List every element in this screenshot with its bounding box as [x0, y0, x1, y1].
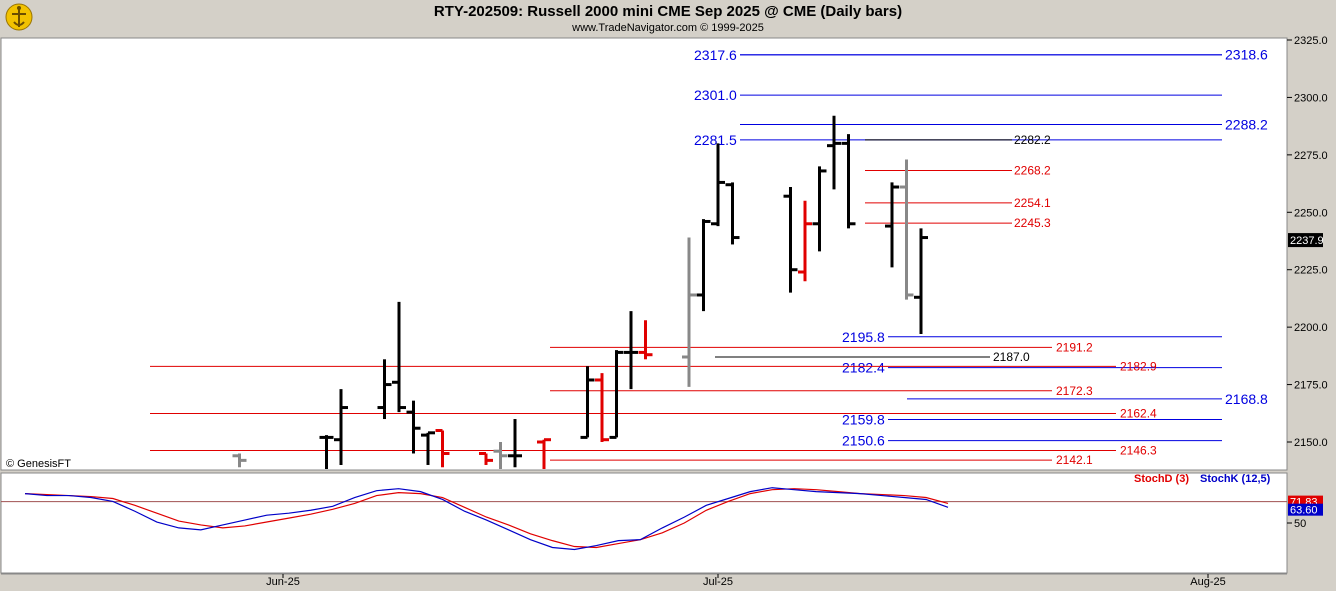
ohlc-bar-2025-06-27	[638, 320, 653, 360]
price-tick-label: 2200.0	[1294, 322, 1328, 334]
chart-subtitle: www.TradeNavigator.com © 1999-2025	[572, 22, 764, 34]
ohlc-bar-2025-06-30	[682, 237, 696, 387]
ohlc-bar-2025-06-05	[319, 435, 334, 469]
level-label-2301.0: 2301.0	[694, 87, 737, 103]
ohlc-bar-2025-06-06	[334, 389, 348, 465]
level-label-2187.0: 2187.0	[993, 350, 1030, 364]
chart-header: RTY-202509: Russell 2000 mini CME Sep 20…	[0, 0, 1336, 38]
support-resistance-levels: 2317.6 2318.6 2301.0 2288.2 2281.5 2282.2 2268…	[150, 47, 1268, 467]
ohlc-bar-2025-06-12	[421, 431, 435, 465]
ohlc-bar-2025-07-10	[827, 115, 841, 190]
level-label-2282.2: 2282.2	[1014, 133, 1051, 147]
ohlc-bar-2025-07-02	[711, 143, 725, 227]
stochd-line	[24, 488, 949, 549]
ohlc-bars	[232, 115, 928, 469]
level-label-2318.6: 2318.6	[1225, 47, 1268, 63]
ohlc-bar-2025-06-26	[624, 311, 638, 390]
last-price-box	[1288, 233, 1323, 248]
ohlc-bar-2025-06-16	[479, 451, 493, 465]
price-tick-label: 2175.0	[1294, 380, 1328, 392]
ohlc-bar-2025-06-20	[537, 438, 551, 469]
time-tick-label: Jul-25	[703, 576, 733, 588]
level-label-2172.3: 2172.3	[1056, 384, 1093, 398]
time-axis: Jun-25 Jul-25 Aug-25	[266, 574, 1226, 588]
ohlc-bar-2025-07-08	[798, 200, 812, 282]
level-label-2182.9: 2182.9	[1120, 359, 1157, 373]
ohlc-bar-2025-06-09	[377, 359, 392, 420]
ohlc-bar-2025-07-16	[914, 228, 928, 335]
level-label-2268.2: 2268.2	[1014, 163, 1051, 177]
ohlc-bar-2025-07-14	[885, 182, 899, 268]
ohlc-bar-2025-06-10	[392, 301, 406, 413]
level-label-2245.3: 2245.3	[1014, 216, 1051, 230]
level-label-2254.1: 2254.1	[1014, 196, 1051, 210]
level-label-2182.4: 2182.4	[842, 360, 885, 376]
ohlc-bar-2025-07-09	[812, 166, 827, 252]
time-tick-label: Jun-25	[266, 576, 300, 588]
ohlc-bar-2025-07-07	[783, 187, 798, 293]
level-label-2146.3: 2146.3	[1120, 443, 1157, 457]
price-tick-label: 2225.0	[1294, 265, 1328, 277]
price-panel	[0, 37, 1288, 471]
level-label-2191.2: 2191.2	[1056, 340, 1093, 354]
time-tick-label: Aug-25	[1190, 576, 1225, 588]
price-tick-label: 2325.0	[1294, 35, 1328, 47]
price-axis: 2325.0 2300.0 2275.0 2250.0 2225.0 2200.0 2175…	[1286, 35, 1328, 470]
stochastic-panel	[0, 472, 1288, 574]
stochk-legend: StochK (12,5)	[1200, 473, 1271, 485]
ohlc-bar-2025-07-15	[899, 159, 914, 300]
ohlc-bar-2025-07-03	[725, 182, 740, 245]
level-label-2317.6: 2317.6	[694, 47, 737, 63]
stoch-tick-label: 50	[1294, 518, 1306, 530]
price-tick-label: 2300.0	[1294, 92, 1328, 104]
trade-navigator-logo	[4, 2, 34, 37]
price-tick-label: 2275.0	[1294, 150, 1328, 162]
last-price-label: 2237.9	[1290, 235, 1324, 247]
price-tick-label: 2150.0	[1294, 437, 1328, 449]
ohlc-bar-2025-07-11	[841, 134, 856, 229]
ohlc-bar-2025-06-23	[580, 366, 595, 439]
level-label-2288.2: 2288.2	[1225, 117, 1268, 133]
level-label-2162.4: 2162.4	[1120, 407, 1157, 421]
stochk-value-box	[1288, 503, 1323, 516]
ohlc-bar-2025-06-13	[435, 429, 450, 468]
stochd-legend: StochD (3)	[1134, 473, 1189, 485]
level-label-2168.8: 2168.8	[1225, 391, 1268, 407]
stochk-value-label: 63.60	[1290, 505, 1318, 517]
level-label-2195.8: 2195.8	[842, 329, 885, 345]
level-label-2159.8: 2159.8	[842, 411, 885, 427]
ohlc-bar-2025-06-11	[406, 400, 421, 454]
level-label-2281.5: 2281.5	[694, 132, 737, 148]
price-tick-label: 2250.0	[1294, 207, 1328, 219]
stochk-line	[24, 487, 949, 551]
ohlc-bar-2025-06-18	[508, 419, 522, 468]
level-label-2142.1: 2142.1	[1056, 453, 1093, 467]
chart-title: RTY-202509: Russell 2000 mini CME Sep 20…	[433, 3, 903, 20]
ohlc-bar-2025-06-17	[493, 442, 508, 469]
ohlc-bar-2025-07-01	[696, 219, 711, 312]
ohlc-bar-2025-06-24	[595, 373, 609, 442]
level-label-2150.6: 2150.6	[842, 433, 885, 449]
watermark: © GenesisFT	[6, 458, 71, 470]
ohlc-bar-2025-06-25	[609, 350, 624, 439]
ohlc-bar-2025-05-30	[232, 453, 247, 468]
